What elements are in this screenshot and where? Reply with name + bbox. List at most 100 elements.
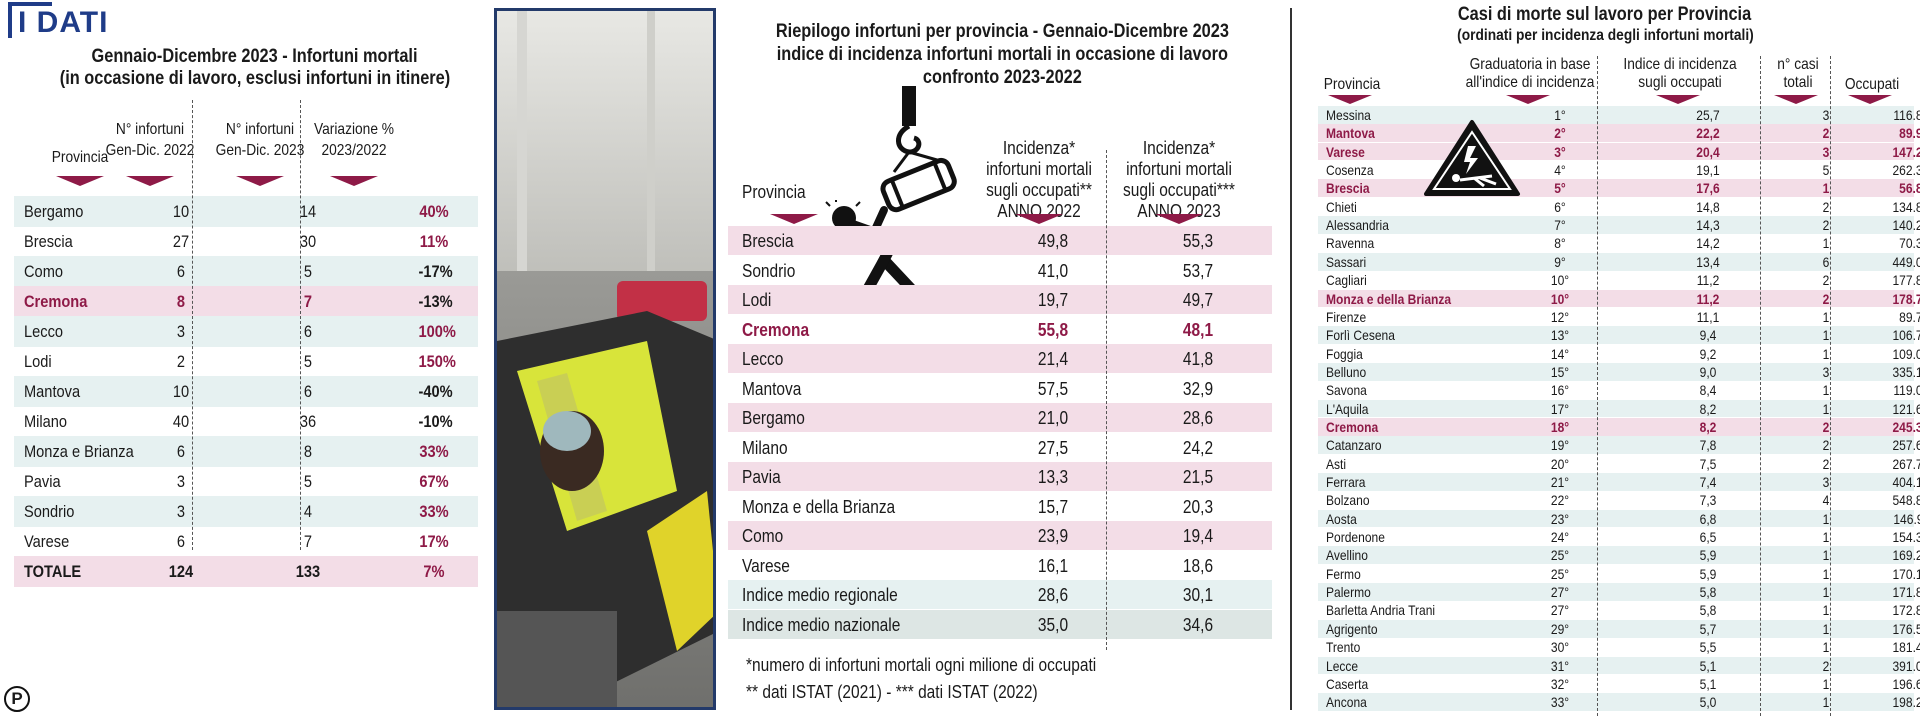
table3-header-arrow-1 [1506,95,1550,104]
table3-cell-5-3: 2 [1822,198,1830,215]
table-row: Brescia 27 30 11% [14,226,478,257]
table-row: Messina 1° 25,7 3 116.885 [1318,106,1920,124]
table3-cell-30-4: 391.034 [1892,657,1920,674]
table-row: Bolzano 22° 7,3 4 548.863 [1318,491,1920,509]
table3-cell-31-2: 5,1 [1699,675,1717,692]
table3-cell-12-3: 1 [1822,327,1830,344]
table3-cell-29-3: 1 [1822,639,1830,656]
table3-cell-6-2: 14,3 [1696,217,1720,234]
table1-header-arrow-1 [126,176,174,186]
table2-cell-13-2: 34,6 [1182,614,1214,635]
table-row: Cosenza 4° 19,1 5 262.350 [1318,161,1920,179]
table3-cell-3-2: 19,1 [1696,162,1720,179]
table1-cell-4-0: Lecco [24,322,64,341]
table1-cell-6-2: 6 [303,382,313,401]
table3-cell-19-0: Asti [1326,455,1347,472]
table3-cell-23-1: 24° [1550,529,1570,546]
publisher-logo: P [4,686,30,712]
table-row: Como 23,9 19,4 [728,521,1272,550]
table3-cell-11-4: 89.770 [1899,308,1920,325]
table-row: Indice medio regionale 28,6 30,1 [728,580,1272,609]
table1-cell-10-1: 3 [176,502,186,521]
accident-photo-illustration [497,11,713,707]
table3-cell-15-3: 1 [1822,382,1830,399]
table3-cell-6-4: 140.264 [1892,217,1920,234]
table1-cell-4-1: 3 [176,322,186,341]
table3-cell-24-3: 1 [1822,547,1830,564]
table-row: Aosta 23° 6,8 1 146.911 [1318,509,1920,528]
table1-cell-9-1: 3 [176,472,186,491]
table1-cell-0-0: Bergamo [24,202,84,221]
table3-cell-7-2: 14,2 [1696,235,1720,252]
table3-col-header-4-line-0: Occupati [1844,76,1900,93]
table3-cell-25-1: 25° [1550,565,1570,582]
table3-cell-19-4: 267.739 [1892,455,1920,472]
table3-cell-0-3: 3 [1822,107,1830,123]
table3-cell-30-2: 5,1 [1699,657,1717,674]
accident-photo [494,8,716,710]
table3-cell-13-2: 9,2 [1699,345,1717,362]
table3-cell-4-1: 5° [1554,180,1566,197]
table1-col-header-2-line-0: N° infortuni [225,121,295,138]
table3-cell-1-3: 2 [1822,125,1830,142]
table3-divider-2 [1760,56,1761,716]
table3-cell-23-2: 6,5 [1699,529,1717,546]
table1-cell-1-2: 30 [299,232,317,251]
table3-cell-18-2: 7,8 [1699,437,1717,454]
table3-cell-31-0: Caserta [1326,675,1369,692]
table2-cell-12-2: 30,1 [1182,585,1214,605]
table-row: Milano 40 36 -10% [14,406,478,437]
table-row: Mantova 2° 22,2 2 89.972 [1318,124,1920,143]
table3-cell-26-2: 5,8 [1699,584,1717,601]
table1-cell-3-1: 8 [176,292,186,311]
table-row: Forlì Cesena 13° 9,4 1 106.706 [1318,326,1920,344]
table3-title: Casi di morte sul lavoro per Provincia [1458,4,1752,25]
table3-cell-30-1: 31° [1550,657,1570,674]
table-row: Monza e della Brianza 10° 11,2 2 178.728 [1318,289,1920,308]
table2-cell-9-2: 20,3 [1182,496,1214,517]
table-row: Ferrara 21° 7,4 3 404.196 [1318,473,1920,491]
table3-cell-7-1: 8° [1554,235,1566,252]
table1-divider-2 [300,100,301,550]
table-row: Lodi 2 5 150% [14,346,478,377]
table3-cell-24-4: 169.228 [1892,547,1920,564]
table-row: Cagliari 10° 11,2 2 177.832 [1318,271,1920,289]
table1-cell-2-3: -17% [418,262,453,281]
table-row: Asti 20° 7,5 2 267.739 [1318,455,1920,473]
table3-cell-32-1: 33° [1550,694,1570,711]
warning-fatality-icon [1424,120,1520,196]
table3-cell-25-3: 1 [1822,565,1830,582]
table-row: Brescia 49,8 55,3 [728,226,1272,255]
table3-cell-3-0: Cosenza [1326,162,1374,179]
table3-cell-16-4: 121.666 [1892,400,1920,417]
table1-cell-12-2: 133 [295,562,321,581]
table3-cell-8-4: 449.089 [1892,253,1920,270]
table3-cell-22-3: 1 [1822,510,1830,527]
crane-hook-icon [880,86,957,213]
table3-cell-2-2: 20,4 [1696,143,1720,160]
table3-cell-0-1: 1° [1554,107,1566,123]
table3-header-arrow-2 [1656,95,1700,104]
table-row: Agrigento 29° 5,7 1 176.546 [1318,619,1920,638]
table3-cell-9-2: 11,2 [1696,272,1720,289]
table2-cell-9-1: 15,7 [1037,496,1069,517]
table3-col-header-3-line-0: n° casi [1777,56,1819,73]
table3-cell-29-4: 181.482 [1892,639,1920,656]
table2-col-header-2-line-0: Incidenza* [1142,138,1216,158]
table3-cell-24-0: Avellino [1326,547,1368,564]
table1-cell-12-1: 124 [168,562,194,581]
table3-cell-17-0: Cremona [1326,418,1379,435]
table2-cell-13-1: 35,0 [1037,614,1069,635]
table2-cell-7-2: 24,2 [1182,437,1214,458]
table3-cell-8-0: Sassari [1326,253,1367,270]
table3-cell-12-2: 9,4 [1699,327,1717,344]
table1-cell-1-0: Brescia [24,232,73,251]
table1-cell-4-2: 6 [303,322,313,341]
table-row: Bergamo 10 14 40% [14,196,478,227]
table2-note-2: ** dati ISTAT (2021) - *** dati ISTAT (2… [746,682,1038,702]
table2-divider [1106,150,1107,650]
table3-cell-22-1: 23° [1550,510,1570,527]
table3-cell-17-4: 245.358 [1892,418,1920,435]
table1-cell-11-3: 17% [419,532,449,551]
table2-cell-13-0: Indice medio nazionale [742,614,901,635]
